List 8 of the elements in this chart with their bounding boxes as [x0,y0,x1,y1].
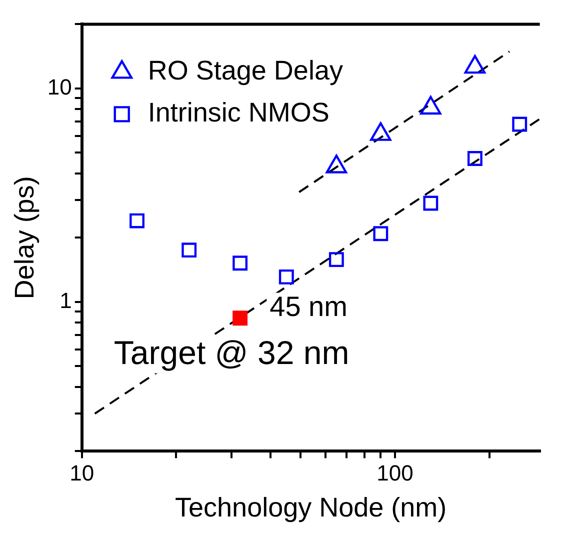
annotation: 45 nm [270,290,348,322]
y-tick-label: 1 [60,288,72,314]
x-tick-label: 100 [376,460,414,486]
x-axis-title: Technology Node (nm) [175,492,447,522]
legend-label: Intrinsic NMOS [148,98,330,128]
legend-label: RO Stage Delay [148,56,344,86]
annotation: Target @ 32 nm [114,334,350,372]
y-axis-title: Delay (ps) [10,176,40,300]
